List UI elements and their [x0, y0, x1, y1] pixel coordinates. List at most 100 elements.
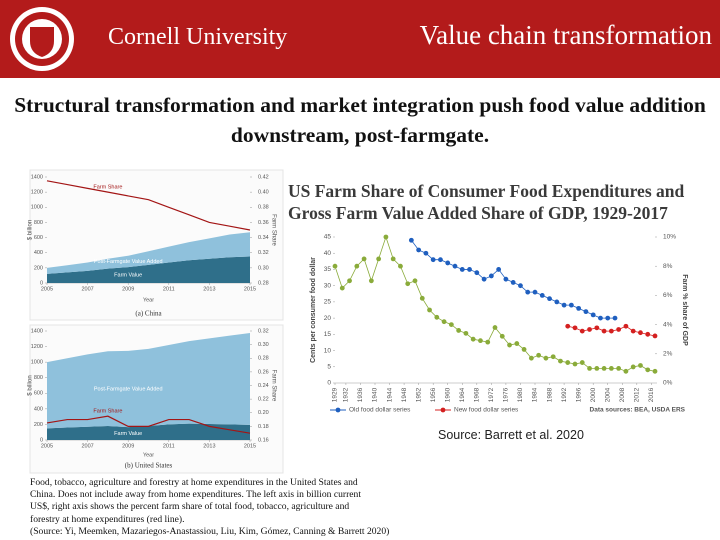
marker	[590, 312, 596, 318]
marker	[456, 328, 462, 333]
y2-tick-label: 0.20	[258, 410, 269, 416]
logo-text: Cornell University	[108, 24, 288, 50]
marker	[510, 280, 516, 285]
legend-marker	[335, 407, 341, 413]
marker	[652, 333, 658, 339]
series-label: Farm Share	[93, 409, 122, 415]
x-tick-label: 2007	[81, 443, 93, 449]
x-tick-label: 1929	[332, 387, 339, 402]
x-tick-label: 1952	[415, 387, 422, 402]
y2-tick-label: 8%	[663, 263, 673, 270]
area	[47, 232, 250, 274]
line	[411, 240, 615, 319]
x-axis-label: Year	[143, 452, 154, 458]
marker	[539, 293, 545, 298]
x-tick-label: 1984	[532, 387, 539, 402]
y2-tick-label: 0.26	[258, 369, 269, 375]
y2-tick-label: 6%	[663, 292, 673, 299]
marker	[347, 278, 352, 284]
y-axis-label: $ billion	[28, 220, 34, 240]
marker	[532, 289, 538, 295]
marker	[576, 305, 582, 311]
legend-marker	[440, 407, 446, 413]
y-axis-label: Cents per consumer food dollar	[310, 257, 317, 363]
marker	[608, 366, 614, 371]
y-tick-label: 15	[324, 331, 332, 338]
y-tick-label: 400	[34, 250, 43, 256]
marker	[423, 250, 429, 256]
x-tick-label: 1944	[386, 387, 393, 402]
marker	[507, 342, 512, 348]
marker	[419, 295, 425, 301]
chart-title: (b) United States	[125, 462, 173, 470]
y-tick-label: 800	[34, 220, 43, 226]
y-tick-label: 30	[324, 282, 332, 289]
y-tick-label: 1400	[31, 174, 43, 180]
marker	[499, 333, 505, 339]
marker	[638, 330, 643, 336]
x-tick-label: 1932	[343, 387, 350, 402]
y2-tick-label: 0.34	[258, 235, 269, 241]
source-note: Data sources: BEA, USDA ERS	[590, 407, 686, 414]
marker	[638, 363, 643, 368]
x-tick-label: 2015	[244, 286, 256, 292]
chart-title: (a) China	[135, 310, 162, 318]
x-tick-label: 2005	[41, 443, 53, 449]
chart-title: US Farm Share of Consumer Food Expenditu…	[288, 181, 685, 223]
marker	[565, 360, 571, 365]
marker	[474, 270, 480, 276]
source: Source: Barrett et al. 2020	[438, 428, 584, 442]
x-tick-label: 2011	[163, 286, 175, 292]
x-axis-label: Year	[143, 297, 154, 303]
y-tick-label: 600	[34, 235, 43, 241]
marker	[565, 323, 571, 329]
series-label: Farm Value	[114, 431, 142, 437]
marker	[438, 257, 443, 263]
x-tick-label: 1960	[444, 387, 451, 402]
x-tick-label: 2009	[122, 443, 134, 449]
x-tick-label: 2007	[81, 286, 93, 292]
y-tick-label: 20	[324, 315, 332, 322]
caption-line: (Source: Yi, Meemken, Mazariegos-Anastas…	[30, 525, 390, 537]
marker	[616, 327, 622, 332]
header-band: Cornell University Value chain transform…	[0, 0, 720, 78]
caption-line: China. Does not include away from home e…	[30, 489, 361, 501]
y2-tick-label: 0.32	[258, 328, 269, 334]
y2-tick-label: 0.28	[258, 280, 269, 286]
marker	[430, 257, 436, 263]
marker	[612, 315, 618, 321]
x-tick-label: 2011	[163, 443, 175, 449]
series-label: Post-Farmgate Value Added	[94, 259, 163, 265]
y2-tick-label: 0.40	[258, 190, 269, 196]
y2-tick-label: 0%	[663, 380, 673, 387]
legend-label: Old food dollar series	[349, 407, 411, 414]
y2-axis-label: Farm Share	[270, 370, 276, 402]
marker	[630, 364, 636, 370]
y2-tick-label: 0.32	[258, 250, 269, 256]
marker	[408, 237, 414, 243]
marker	[463, 330, 469, 336]
y-tick-label: 25	[324, 299, 332, 306]
y-tick-label: 1000	[31, 360, 43, 366]
x-tick-label: 1976	[503, 387, 510, 402]
marker	[528, 355, 534, 361]
marker	[412, 278, 418, 284]
y2-tick-label: 4%	[663, 321, 673, 328]
marker	[536, 352, 542, 358]
x-tick-label: 2005	[41, 286, 53, 292]
marker	[503, 276, 509, 282]
y-tick-label: 0	[327, 380, 331, 387]
marker	[354, 263, 360, 269]
marker	[594, 366, 600, 371]
x-tick-label: 2008	[619, 387, 626, 402]
marker	[441, 319, 447, 325]
marker	[398, 263, 403, 269]
y-tick-label: 600	[34, 391, 43, 397]
marker	[601, 366, 607, 371]
marker	[368, 278, 374, 284]
marker	[383, 234, 389, 240]
marker	[485, 339, 491, 345]
line	[46, 415, 251, 434]
x-tick-label: 1972	[488, 387, 495, 402]
